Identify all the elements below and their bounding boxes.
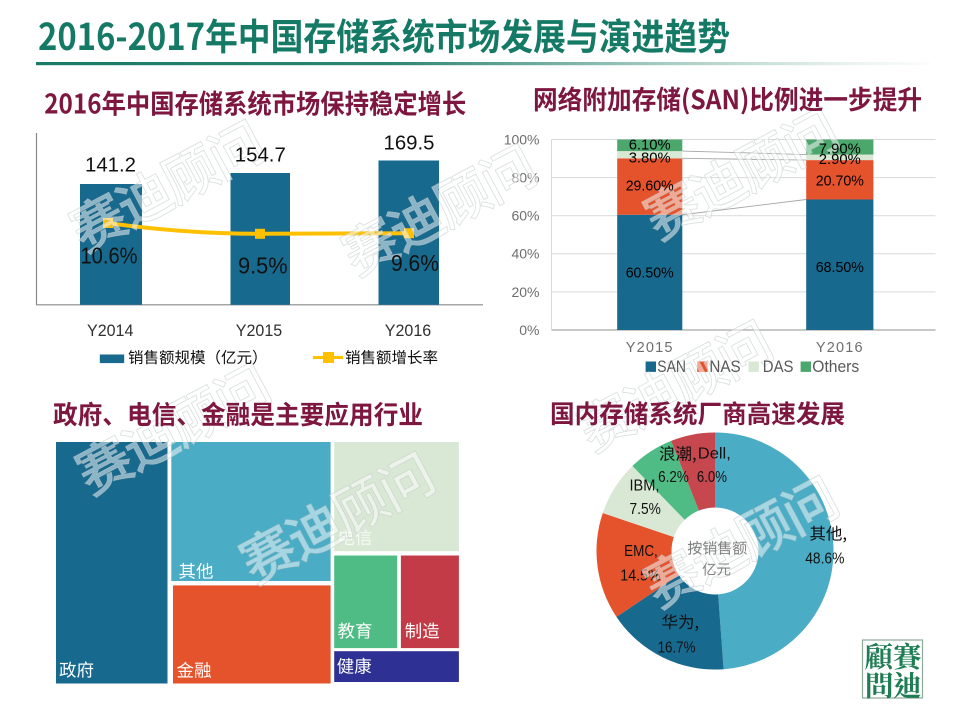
svg-text:6.0%: 6.0% bbox=[697, 469, 727, 486]
svg-text:14.5%: 14.5% bbox=[620, 568, 660, 585]
svg-text:48.6%: 48.6% bbox=[805, 550, 844, 567]
svg-text:IBM,: IBM, bbox=[630, 477, 660, 494]
svg-text:6.10%: 6.10% bbox=[629, 137, 671, 154]
svg-text:0%: 0% bbox=[519, 322, 539, 338]
svg-text:Y2016: Y2016 bbox=[816, 340, 864, 356]
svg-text:EMC,: EMC, bbox=[624, 543, 658, 560]
svg-text:NAS: NAS bbox=[709, 358, 740, 376]
svg-text:Y2015: Y2015 bbox=[236, 321, 282, 340]
svg-text:141.2: 141.2 bbox=[85, 154, 136, 176]
svg-text:60%: 60% bbox=[511, 208, 539, 224]
svg-text:3.80%: 3.80% bbox=[629, 149, 671, 166]
svg-text:6.2%: 6.2% bbox=[658, 469, 689, 486]
svg-text:100%: 100% bbox=[504, 131, 540, 147]
svg-text:9.5%: 9.5% bbox=[238, 252, 288, 278]
svg-text:9.6%: 9.6% bbox=[391, 250, 439, 276]
svg-text:20%: 20% bbox=[511, 284, 539, 300]
svg-text:68.50%: 68.50% bbox=[816, 259, 864, 276]
svg-text:Y2015: Y2015 bbox=[626, 340, 674, 356]
svg-text:60.50%: 60.50% bbox=[626, 264, 674, 281]
svg-text:Y2016: Y2016 bbox=[385, 321, 431, 340]
svg-text:SAN: SAN bbox=[657, 358, 686, 376]
svg-text:20.70%: 20.70% bbox=[816, 173, 864, 190]
svg-text:169.5: 169.5 bbox=[384, 132, 435, 154]
svg-text:16.7%: 16.7% bbox=[658, 639, 696, 656]
svg-text:DAS: DAS bbox=[763, 358, 794, 376]
svg-text:Y2014: Y2014 bbox=[87, 321, 133, 340]
svg-text:29.60%: 29.60% bbox=[626, 178, 674, 195]
svg-text:7.5%: 7.5% bbox=[630, 501, 661, 518]
svg-text:Others: Others bbox=[812, 358, 859, 376]
svg-text:10.6%: 10.6% bbox=[81, 242, 138, 268]
svg-text:40%: 40% bbox=[511, 246, 539, 262]
svg-text:2.90%: 2.90% bbox=[819, 151, 861, 168]
svg-text:7.90%: 7.90% bbox=[819, 140, 861, 157]
svg-text:Dell,: Dell, bbox=[698, 445, 731, 462]
svg-text:154.7: 154.7 bbox=[235, 144, 286, 166]
